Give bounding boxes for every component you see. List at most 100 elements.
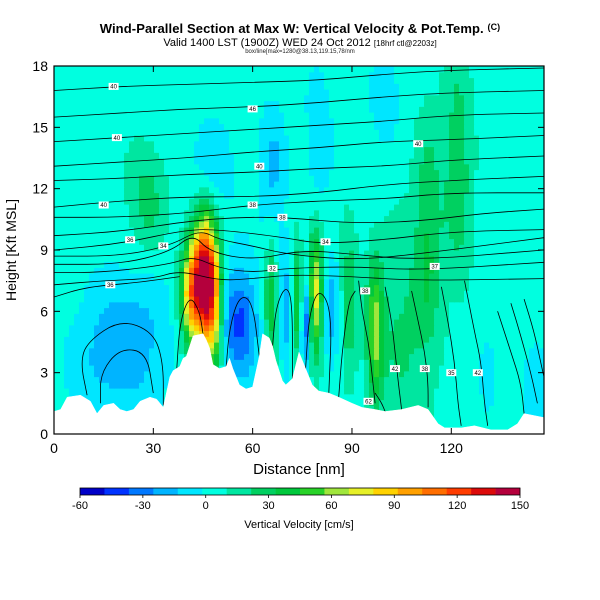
velocity-cell xyxy=(509,198,515,205)
velocity-cell xyxy=(214,342,220,349)
velocity-cell xyxy=(269,255,275,263)
velocity-cell xyxy=(344,290,350,297)
velocity-cell xyxy=(419,221,425,228)
velocity-cell xyxy=(224,261,230,268)
velocity-cell xyxy=(129,319,135,326)
velocity-cell xyxy=(229,330,235,337)
velocity-cell xyxy=(454,365,460,372)
velocity-cell xyxy=(329,336,335,343)
velocity-cell xyxy=(144,215,150,222)
velocity-cell xyxy=(359,215,365,222)
velocity-cell xyxy=(244,181,250,188)
velocity-cell xyxy=(249,278,255,286)
velocity-cell xyxy=(279,353,285,360)
velocity-cell xyxy=(159,221,165,228)
velocity-cell xyxy=(379,209,385,217)
velocity-cell xyxy=(374,267,380,274)
velocity-cell xyxy=(64,301,70,309)
velocity-cell xyxy=(64,140,70,148)
velocity-cell xyxy=(89,175,95,182)
velocity-cell xyxy=(254,198,260,205)
velocity-cell xyxy=(424,140,430,148)
velocity-cell xyxy=(139,163,145,171)
velocity-cell xyxy=(239,163,245,171)
velocity-cell xyxy=(109,370,115,378)
velocity-cell xyxy=(419,186,425,194)
velocity-cell xyxy=(204,232,210,240)
velocity-cell xyxy=(214,324,220,332)
velocity-cell xyxy=(484,278,490,286)
velocity-cell xyxy=(119,370,125,378)
velocity-cell xyxy=(94,301,100,309)
velocity-cell xyxy=(154,278,160,286)
velocity-cell xyxy=(149,215,155,222)
velocity-cell xyxy=(279,313,285,320)
velocity-cell xyxy=(64,204,70,211)
velocity-cell xyxy=(489,250,495,257)
velocity-cell xyxy=(154,330,160,337)
velocity-cell xyxy=(84,324,90,332)
velocity-cell xyxy=(344,336,350,343)
velocity-cell xyxy=(149,365,155,372)
velocity-cell xyxy=(389,250,395,257)
velocity-cell xyxy=(539,215,544,222)
velocity-cell xyxy=(54,215,60,222)
velocity-cell xyxy=(309,261,315,268)
velocity-cell xyxy=(509,347,515,355)
velocity-cell xyxy=(109,290,115,297)
velocity-cell xyxy=(369,192,375,199)
velocity-cell xyxy=(394,382,400,389)
velocity-cell xyxy=(444,336,450,343)
velocity-cell xyxy=(374,347,380,355)
velocity-cell xyxy=(509,399,515,406)
velocity-cell xyxy=(169,204,175,211)
velocity-cell xyxy=(79,267,85,274)
velocity-cell xyxy=(79,273,85,280)
velocity-cell xyxy=(484,244,490,251)
velocity-cell xyxy=(369,359,375,366)
velocity-cell xyxy=(319,336,325,343)
velocity-cell xyxy=(304,140,310,148)
velocity-cell xyxy=(504,169,510,176)
velocity-cell xyxy=(434,175,440,182)
velocity-cell xyxy=(514,255,520,263)
velocity-cell xyxy=(179,324,185,332)
velocity-cell xyxy=(429,192,435,199)
velocity-cell xyxy=(424,152,430,159)
velocity-cell xyxy=(69,186,75,194)
velocity-cell xyxy=(189,307,195,314)
velocity-cell xyxy=(514,416,520,424)
velocity-cell xyxy=(94,215,100,222)
velocity-cell xyxy=(434,273,440,280)
velocity-cell xyxy=(294,198,300,205)
velocity-cell xyxy=(434,146,440,153)
velocity-cell xyxy=(399,319,405,326)
velocity-cell xyxy=(319,376,325,383)
velocity-cell xyxy=(454,169,460,176)
velocity-cell xyxy=(254,152,260,159)
velocity-cell xyxy=(144,255,150,263)
velocity-cell xyxy=(169,313,175,320)
velocity-cell xyxy=(489,342,495,349)
velocity-cell xyxy=(424,186,430,194)
velocity-cell xyxy=(534,175,540,182)
velocity-cell xyxy=(164,198,170,205)
velocity-cell xyxy=(424,336,430,343)
velocity-cell xyxy=(84,353,90,360)
velocity-cell xyxy=(89,181,95,188)
velocity-cell xyxy=(354,330,360,337)
velocity-cell xyxy=(64,198,70,205)
velocity-cell xyxy=(249,290,255,297)
velocity-cell xyxy=(434,376,440,383)
velocity-cell xyxy=(424,261,430,268)
velocity-cell xyxy=(259,244,265,251)
velocity-cell xyxy=(324,232,330,240)
velocity-cell xyxy=(499,192,505,199)
velocity-cell xyxy=(344,221,350,228)
velocity-cell xyxy=(64,163,70,171)
velocity-cell xyxy=(129,232,135,240)
velocity-cell xyxy=(149,181,155,188)
velocity-cell xyxy=(99,359,105,366)
velocity-cell xyxy=(254,342,260,349)
velocity-cell xyxy=(54,370,60,378)
